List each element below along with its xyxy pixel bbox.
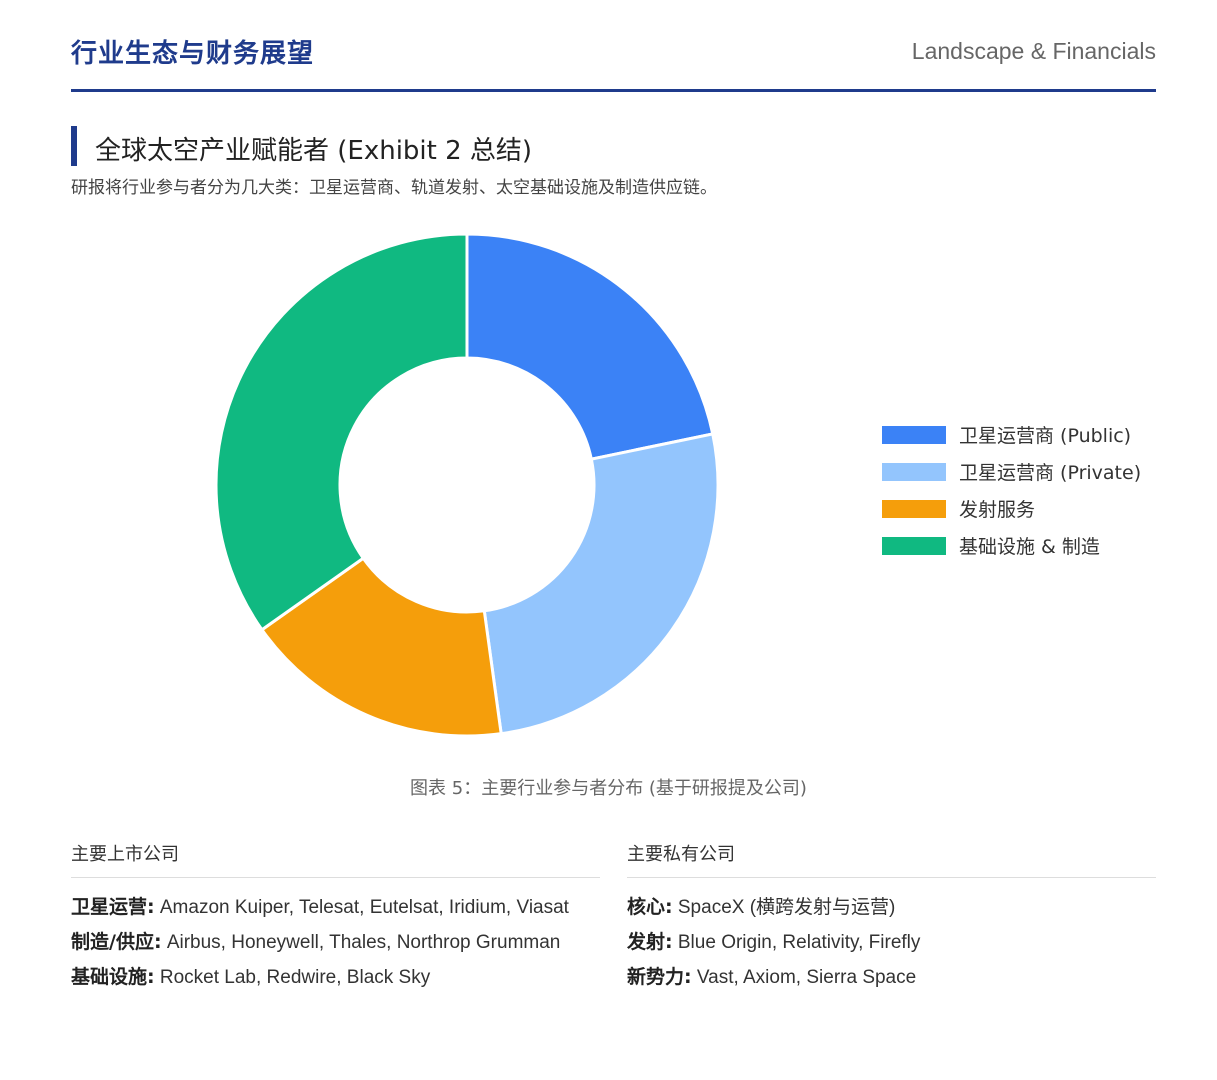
company-names: Vast, Axiom, Sierra Space [691,967,917,988]
chart-legend: 卫星运营商 (Public) 卫星运营商 (Private) 发射服务基础设施 & … [882,416,1202,564]
legend-label: 卫星运营商 (Public) [959,425,1132,447]
header-subtitle: Landscape & Financials [911,38,1156,64]
section-title: 全球太空产业赋能者 (Exhibit 2 总结) [95,136,533,166]
company-row: 卫星运营: Amazon Kuiper, Telesat, Eutelsat, … [71,894,600,921]
company-row: 制造/供应: Airbus, Honeywell, Thales, Northr… [71,929,600,956]
company-names: SpaceX (横跨发射与运营) [672,897,896,918]
page-header: 行业生态与财务展望 Landscape & Financials [71,0,1156,92]
private-companies-heading: 主要私有公司 [627,840,1156,878]
public-companies-list: 卫星运营: Amazon Kuiper, Telesat, Eutelsat, … [71,894,600,991]
header-title: 行业生态与财务展望 [71,39,315,69]
private-companies-list: 核心: SpaceX (横跨发射与运营) 发射: Blue Origin, Rel… [627,894,1156,991]
company-row: 基础设施: Rocket Lab, Redwire, Black Sky [71,964,600,991]
private-companies-column: 主要私有公司 核心: SpaceX (横跨发射与运营) 发射: Blue Orig… [627,840,1156,999]
legend-swatch [882,462,946,481]
public-companies-column: 主要上市公司 卫星运营: Amazon Kuiper, Telesat, Eut… [71,840,600,999]
legend-swatch [882,425,946,444]
donut-slice-1 [482,432,720,736]
company-names: Blue Origin, Relativity, Firefly [672,932,921,953]
company-names: Amazon Kuiper, Telesat, Eutelsat, Iridiu… [154,897,569,918]
company-category-label: 制造/供应: [71,931,162,953]
chart-caption: 图表 5：主要行业参与者分布 (基于研报提及公司) [410,778,807,799]
donut-slice-0 [465,232,715,461]
company-names: Rocket Lab, Redwire, Black Sky [154,967,431,988]
company-category-label: 发射: [627,931,673,953]
company-category-label: 新势力: [627,966,692,988]
legend-item: 卫星运营商 (Private) [882,453,1202,490]
company-names: Airbus, Honeywell, Thales, Northrop Grum… [161,932,561,953]
company-category-label: 卫星运营: [71,896,155,918]
legend-label: 发射服务 [959,499,1036,521]
legend-item: 基础设施 & 制造 [882,527,1202,564]
company-row: 核心: SpaceX (横跨发射与运营) [627,894,1156,921]
company-row: 发射: Blue Origin, Relativity, Firefly [627,929,1156,956]
legend-label: 卫星运营商 (Private) [959,462,1142,484]
legend-label: 基础设施 & 制造 [959,536,1100,558]
donut-slice-2 [259,556,503,738]
legend-swatch [882,536,946,555]
legend-item: 发射服务 [882,490,1202,527]
company-category-label: 基础设施: [71,966,155,988]
company-category-label: 核心: [627,896,673,918]
donut-slice-3 [214,232,469,632]
company-row: 新势力: Vast, Axiom, Sierra Space [627,964,1156,991]
section-description: 研报将行业参与者分为几大类：卫星运营商、轨道发射、太空基础设施及制造供应链。 [71,178,717,198]
legend-swatch [882,499,946,518]
legend-item: 卫星运营商 (Public) [882,416,1202,453]
public-companies-heading: 主要上市公司 [71,840,600,878]
section-accent-bar [71,126,77,166]
